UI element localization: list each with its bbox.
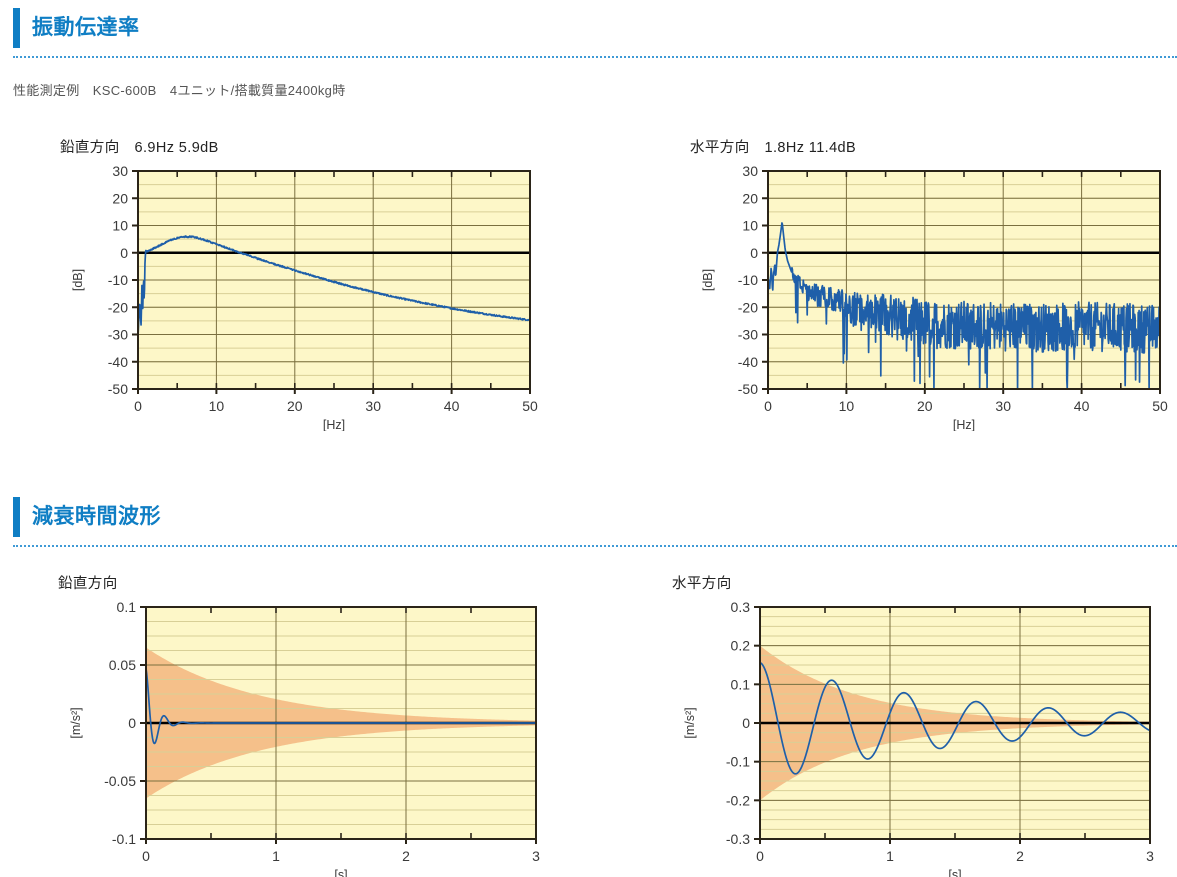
x-tick-label: 30 (995, 398, 1011, 414)
y-axis-unit-label: [dB] (701, 269, 715, 291)
x-tick-label: 30 (365, 398, 381, 414)
section-title-decay: 減衰時間波形 (32, 505, 161, 528)
y-tick-label: 30 (742, 163, 758, 179)
y-tick-label: -20 (108, 299, 128, 315)
x-tick-label: 20 (917, 398, 933, 414)
y-tick-label: -0.1 (112, 831, 136, 847)
y-tick-label: 0.1 (117, 599, 137, 615)
y-axis-unit-label: [m/s²] (69, 707, 83, 738)
axis-ticks: 0.1 0.05 0 -0.05 -0.1 0 1 2 3 (104, 599, 540, 864)
y-tick-label: 0 (750, 245, 758, 261)
x-tick-label: 40 (1074, 398, 1090, 414)
y-tick-label: -40 (108, 354, 128, 370)
chart-decay-vertical: 鉛直方向 0.1 0.05 0 -0.05 -0.1 0 1 2 3 [s] [m/s²] (58, 572, 548, 877)
x-tick-label: 1 (886, 848, 894, 864)
chart-title-decay-horizontal: 水平方向 (672, 576, 732, 592)
data-curve (759, 661, 1151, 775)
x-tick-label: 0 (142, 848, 150, 864)
chart-canvas-transmissibility-vertical: 30 20 10 0 -10 -20 -30 -40 -50 0 10 20 30 40 50 [Hz] [dB… (60, 161, 540, 431)
decay-chart-row: 鉛直方向 0.1 0.05 0 -0.05 -0.1 0 1 2 3 [s] [m/s²] 水平方向… (0, 572, 1177, 877)
section-header-transmissibility: 振動伝達率 (0, 8, 1177, 48)
y-tick-label: 10 (742, 218, 758, 234)
x-tick-label: 2 (402, 848, 410, 864)
x-tick-label: 0 (134, 398, 142, 414)
transmissibility-chart-row: 鉛直方向 6.9Hz 5.9dB 30 20 10 0 -10 -20 -30 -40 -50 0… (0, 136, 1177, 436)
x-tick-label: 10 (209, 398, 225, 414)
section-accent-bar (13, 8, 20, 48)
axis-ticks: 30 20 10 0 -10 -20 -30 -40 -50 0 10 20 30 40 50 (738, 163, 1168, 414)
y-tick-label: 0 (120, 245, 128, 261)
y-tick-label: -30 (108, 327, 128, 343)
chart-title-decay-vertical: 鉛直方向 (58, 576, 118, 592)
y-tick-label: -0.05 (104, 773, 136, 789)
y-tick-label: -0.2 (726, 792, 750, 808)
y-tick-label: 30 (112, 163, 128, 179)
x-tick-label: 50 (522, 398, 538, 414)
x-axis-unit-label: [Hz] (953, 418, 975, 431)
y-tick-label: 20 (742, 190, 758, 206)
y-tick-label: -50 (738, 381, 758, 397)
y-tick-label: 0.2 (731, 638, 751, 654)
y-tick-label: 0.1 (731, 676, 751, 692)
x-tick-label: 0 (764, 398, 772, 414)
x-tick-label: 40 (444, 398, 460, 414)
data-curve (145, 668, 537, 745)
x-tick-label: 3 (532, 848, 540, 864)
x-tick-label: 20 (287, 398, 303, 414)
x-tick-label: 0 (756, 848, 764, 864)
x-tick-label: 2 (1016, 848, 1024, 864)
chart-transmissibility-vertical: 鉛直方向 6.9Hz 5.9dB 30 20 10 0 -10 -20 -30 -40 -50 0… (60, 136, 540, 431)
x-axis-unit-label: [Hz] (323, 418, 345, 431)
svg-decay-horizontal: 0.3 0.2 0.1 0 -0.1 -0.2 -0.3 0 1 2 3 [s] [m/s²] (683, 599, 1154, 877)
svg-transmissibility-horizontal: 30 20 10 0 -10 -20 -30 -40 -50 0 10 20 30 40 50 [Hz] [dB… (701, 163, 1168, 431)
x-tick-label: 1 (272, 848, 280, 864)
chart-title-transmissibility-vertical: 鉛直方向 6.9Hz 5.9dB (60, 140, 219, 156)
x-axis-unit-label: [s] (948, 868, 961, 877)
y-tick-label: 10 (112, 218, 128, 234)
y-tick-label: -0.3 (726, 831, 750, 847)
section-divider-decay (13, 545, 1177, 547)
x-tick-label: 10 (839, 398, 855, 414)
chart-decay-horizontal: 水平方向 0.3 0.2 0.1 0 -0.1 -0.2 -0.3 0 1 2 3 [s] [m/s²] (672, 572, 1162, 877)
chart-canvas-decay-vertical: 0.1 0.05 0 -0.05 -0.1 0 1 2 3 [s] [m/s²] (58, 597, 548, 877)
svg-transmissibility-vertical: 30 20 10 0 -10 -20 -30 -40 -50 0 10 20 30 40 50 [Hz] [dB… (71, 163, 538, 431)
y-tick-label: -0.1 (726, 754, 750, 770)
x-tick-label: 3 (1146, 848, 1154, 864)
chart-canvas-decay-horizontal: 0.3 0.2 0.1 0 -0.1 -0.2 -0.3 0 1 2 3 [s] [m/s²] (672, 597, 1162, 877)
y-tick-label: -10 (738, 272, 758, 288)
svg-decay-vertical: 0.1 0.05 0 -0.05 -0.1 0 1 2 3 [s] [m/s²] (69, 599, 540, 877)
chart-transmissibility-horizontal: 水平方向 1.8Hz 11.4dB 30 20 10 0 -10 -20 -30 -40 -50… (690, 136, 1170, 431)
section-header-decay: 減衰時間波形 (0, 497, 1177, 537)
x-tick-label: 50 (1152, 398, 1168, 414)
y-tick-label: -10 (108, 272, 128, 288)
y-axis-unit-label: [m/s²] (683, 707, 697, 738)
data-curve (767, 222, 1161, 390)
y-axis-unit-label: [dB] (71, 269, 85, 291)
y-tick-label: -50 (108, 381, 128, 397)
y-tick-label: 20 (112, 190, 128, 206)
y-tick-label: 0 (742, 715, 750, 731)
y-tick-label: -30 (738, 327, 758, 343)
y-tick-label: -40 (738, 354, 758, 370)
chart-canvas-transmissibility-horizontal: 30 20 10 0 -10 -20 -30 -40 -50 0 10 20 30 40 50 [Hz] [dB… (690, 161, 1170, 431)
y-tick-label: -20 (738, 299, 758, 315)
section-title-transmissibility: 振動伝達率 (32, 16, 140, 39)
x-axis-unit-label: [s] (334, 868, 347, 877)
y-tick-label: 0 (128, 715, 136, 731)
axis-ticks: 30 20 10 0 -10 -20 -30 -40 -50 0 10 20 30 40 50 (108, 163, 538, 414)
section-divider-transmissibility (13, 56, 1177, 58)
y-tick-label: 0.3 (731, 599, 751, 615)
chart-title-transmissibility-horizontal: 水平方向 1.8Hz 11.4dB (690, 140, 857, 156)
y-tick-label: 0.05 (109, 657, 136, 673)
data-curve (137, 235, 531, 338)
section-accent-bar-decay (13, 497, 20, 537)
axis-ticks: 0.3 0.2 0.1 0 -0.1 -0.2 -0.3 0 1 2 3 (726, 599, 1154, 864)
measurement-caption: 性能測定例 KSC-600B 4ユニット/搭載質量2400kg時 (13, 83, 346, 98)
